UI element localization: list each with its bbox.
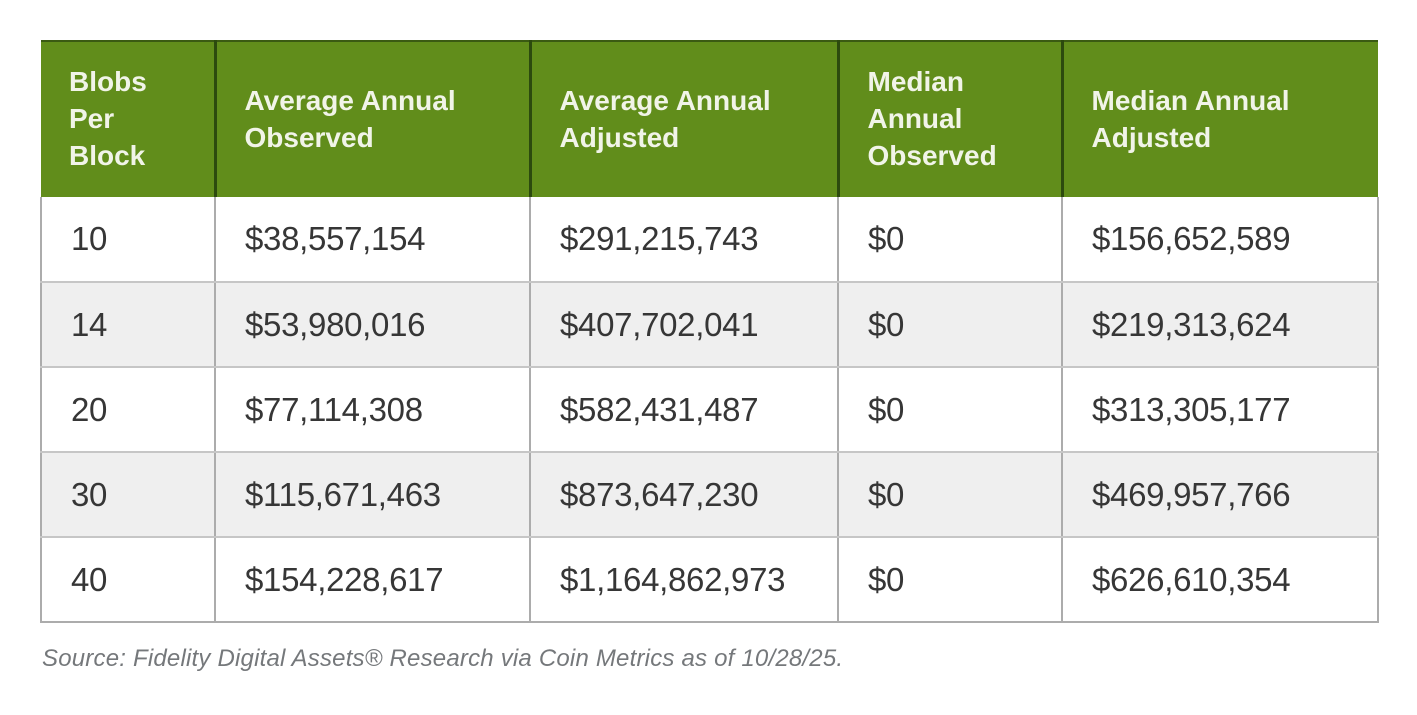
table-cell: $313,305,177 [1062, 367, 1379, 453]
table-header: Blobs Per Block Average Annual Observed … [41, 40, 1378, 197]
table-row: 20 $77,114,308 $582,431,487 $0 $313,305,… [40, 367, 1379, 453]
column-header-median-annual-observed: Median Annual Observed [838, 40, 1064, 197]
table-cell: $469,957,766 [1062, 452, 1379, 538]
table-cell: $154,228,617 [215, 537, 531, 623]
table-cell: $0 [838, 282, 1063, 368]
table-cell: $53,980,016 [215, 282, 531, 368]
column-header-median-annual-adjusted: Median Annual Adjusted [1062, 40, 1378, 197]
table-cell: 10 [40, 197, 216, 283]
table-cell: $77,114,308 [215, 367, 531, 453]
table-cell: $156,652,589 [1062, 197, 1379, 283]
table-cell: $0 [838, 452, 1063, 538]
table-cell: $291,215,743 [530, 197, 839, 283]
blob-fee-table: Blobs Per Block Average Annual Observed … [40, 40, 1379, 623]
table-cell: 30 [40, 452, 216, 538]
table-cell: 40 [40, 537, 216, 623]
table-cell: $1,164,862,973 [530, 537, 839, 623]
table-cell: $0 [838, 367, 1063, 453]
table-cell: $115,671,463 [215, 452, 531, 538]
source-caption: Source: Fidelity Digital Assets® Researc… [42, 645, 844, 672]
blob-fee-table-container: Blobs Per Block Average Annual Observed … [40, 40, 1379, 623]
column-header-blobs-per-block: Blobs Per Block [41, 40, 217, 197]
table-row: 40 $154,228,617 $1,164,862,973 $0 $626,6… [40, 537, 1379, 623]
table-row: 14 $53,980,016 $407,702,041 $0 $219,313,… [40, 282, 1379, 368]
table-cell: 14 [40, 282, 216, 368]
table-cell: $626,610,354 [1062, 537, 1379, 623]
table-row: 10 $38,557,154 $291,215,743 $0 $156,652,… [40, 197, 1379, 283]
table-cell: $38,557,154 [215, 197, 531, 283]
table-cell: $219,313,624 [1062, 282, 1379, 368]
table-row: 30 $115,671,463 $873,647,230 $0 $469,957… [40, 452, 1379, 538]
table-cell: $582,431,487 [530, 367, 839, 453]
table-cell: $873,647,230 [530, 452, 839, 538]
column-header-average-annual-observed: Average Annual Observed [215, 40, 532, 197]
table-cell: $0 [838, 197, 1063, 283]
table-cell: $407,702,041 [530, 282, 839, 368]
table-cell: $0 [838, 537, 1063, 623]
table-cell: 20 [40, 367, 216, 453]
table-body: 10 $38,557,154 $291,215,743 $0 $156,652,… [40, 197, 1379, 623]
header-row: Blobs Per Block Average Annual Observed … [41, 40, 1378, 197]
column-header-average-annual-adjusted: Average Annual Adjusted [530, 40, 840, 197]
